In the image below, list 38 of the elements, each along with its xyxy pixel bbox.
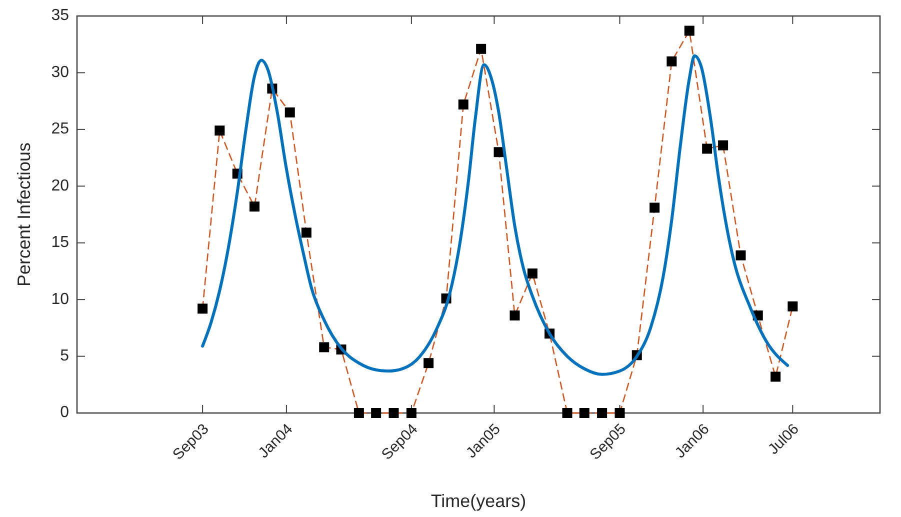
point (284, 107, 295, 118)
y-tick-label: 15 (51, 234, 70, 252)
y-tick-label: 20 (51, 177, 70, 194)
point (319, 342, 330, 352)
point (614, 408, 625, 418)
point (736, 250, 746, 260)
point (684, 26, 694, 36)
point (597, 408, 608, 418)
y-tick-label: 5 (60, 348, 70, 365)
y-tick-label: 30 (51, 64, 70, 81)
point (371, 408, 382, 418)
point (666, 56, 677, 66)
point (510, 310, 520, 320)
point (406, 408, 416, 418)
y-axis-title: Percent Infectious (14, 142, 34, 287)
point (458, 99, 468, 110)
point (579, 408, 590, 418)
line-series (201, 54, 790, 376)
point (354, 408, 364, 418)
y-tick-label: 25 (51, 120, 70, 138)
x-axis-title: Time(years) (430, 491, 526, 511)
point (770, 372, 781, 382)
point (388, 408, 399, 418)
point (562, 408, 572, 418)
point (198, 304, 208, 314)
point (702, 144, 712, 154)
point (301, 228, 312, 238)
y-tick-label: 0 (60, 404, 70, 422)
point (718, 140, 728, 150)
y-tick-label: 10 (51, 290, 70, 308)
point (788, 301, 798, 312)
point (424, 358, 434, 368)
point (650, 202, 660, 213)
point (527, 268, 538, 278)
point (249, 202, 260, 212)
point (476, 44, 486, 54)
y-tick-label: 35 (51, 7, 70, 24)
point (214, 126, 225, 136)
